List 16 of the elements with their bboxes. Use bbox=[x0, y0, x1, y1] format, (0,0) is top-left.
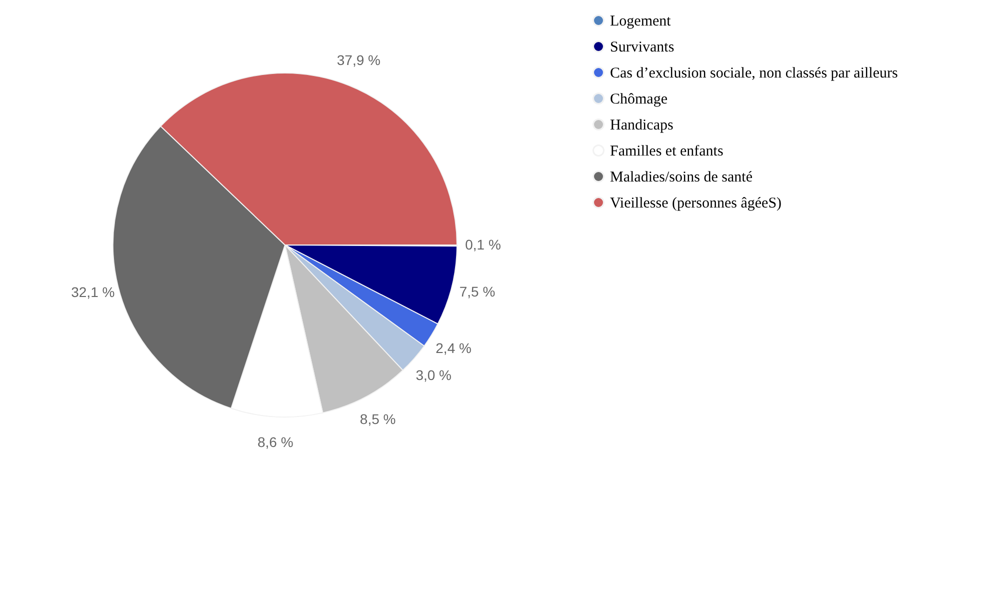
legend-label: Vieillesse (personnes âgéeS) bbox=[610, 196, 782, 212]
legend-label: Familles et enfants bbox=[610, 144, 724, 160]
data-label: 8,6 % bbox=[257, 434, 294, 450]
legend-label: Handicaps bbox=[610, 118, 674, 134]
data-label: 32,1 % bbox=[71, 284, 115, 300]
data-label: 7,5 % bbox=[459, 283, 496, 300]
legend-label: Survivants bbox=[610, 40, 674, 56]
data-label: 37,9 % bbox=[336, 52, 380, 68]
legend-label: Cas d’exclusion sociale, non classés par ailleurs bbox=[610, 66, 898, 82]
data-label: 8,5 % bbox=[360, 410, 396, 427]
data-label: 3,0 % bbox=[416, 366, 452, 383]
legend-label: Maladies/soins de santé bbox=[610, 170, 753, 186]
legend-label: Logement bbox=[610, 14, 672, 30]
data-label: 0,1 % bbox=[465, 236, 501, 253]
legend-label: Chômage bbox=[610, 92, 668, 108]
data-label: 2,4 % bbox=[436, 340, 472, 356]
